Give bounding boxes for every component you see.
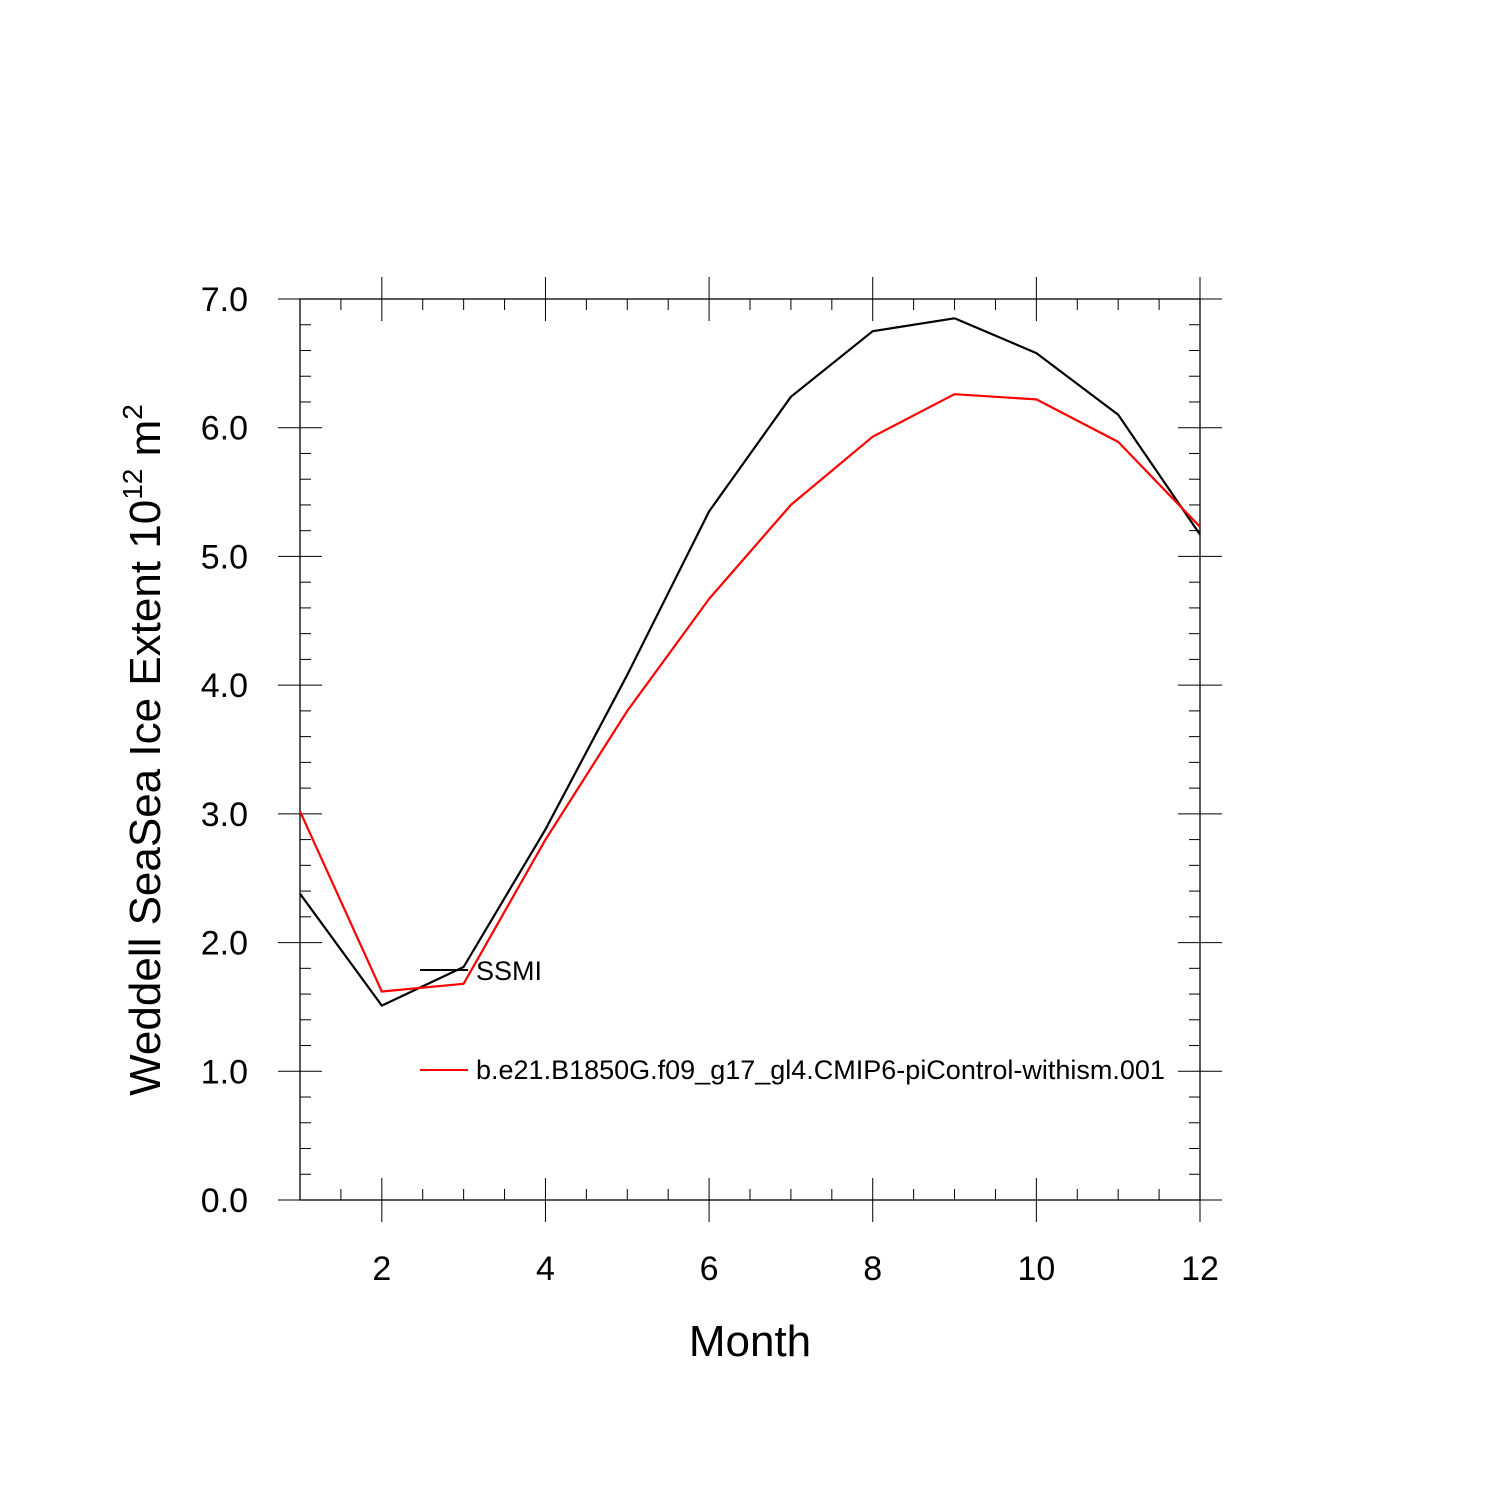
series-line-ssmi	[299, 317, 1201, 1007]
x-tick-label: 6	[700, 1250, 719, 1288]
series-line-model	[298, 393, 1201, 993]
y-tick-label: 5.0	[201, 538, 248, 576]
y-axis-title-exponent: 12	[117, 469, 148, 500]
legend-label-model: b.e21.B1850G.f09_g17_gl4.CMIP6-piControl…	[476, 1055, 1165, 1085]
y-tick-label: 7.0	[201, 281, 248, 319]
x-tick-label: 2	[372, 1250, 391, 1288]
x-tick-label: 8	[863, 1250, 882, 1288]
y-tick-label: 3.0	[201, 796, 248, 834]
x-tick-label: 4	[536, 1250, 555, 1288]
legend: SSMI b.e21.B1850G.f09_g17_gl4.CMIP6-piCo…	[420, 956, 1165, 1085]
y-tick-label: 6.0	[201, 410, 248, 448]
y-tick-label: 4.0	[201, 667, 248, 705]
tick-labels: 2 4 6 8 10 12 0.0 1.0 2.0 3.0 4.0 5.0 6.0 7.0	[201, 281, 1219, 1288]
legend-label-ssmi: SSMI	[476, 956, 542, 986]
y-axis-title-text: Weddell SeaSea Ice Extent 10	[121, 500, 170, 1096]
y-axis-title: Weddell SeaSea Ice Extent 1012 m2	[117, 404, 170, 1096]
y-axis-title-unit-exponent: 2	[117, 404, 148, 420]
x-axis-title: Month	[689, 1317, 811, 1366]
y-tick-label: 1.0	[201, 1053, 248, 1091]
x-tick-label: 10	[1017, 1250, 1055, 1288]
y-axis-title-unit: m	[121, 420, 170, 469]
axis-ticks	[278, 277, 1222, 1222]
y-tick-label: 0.0	[201, 1182, 248, 1220]
x-tick-label: 12	[1181, 1250, 1219, 1288]
y-tick-label: 2.0	[201, 925, 248, 963]
series-lines	[298, 317, 1201, 1007]
